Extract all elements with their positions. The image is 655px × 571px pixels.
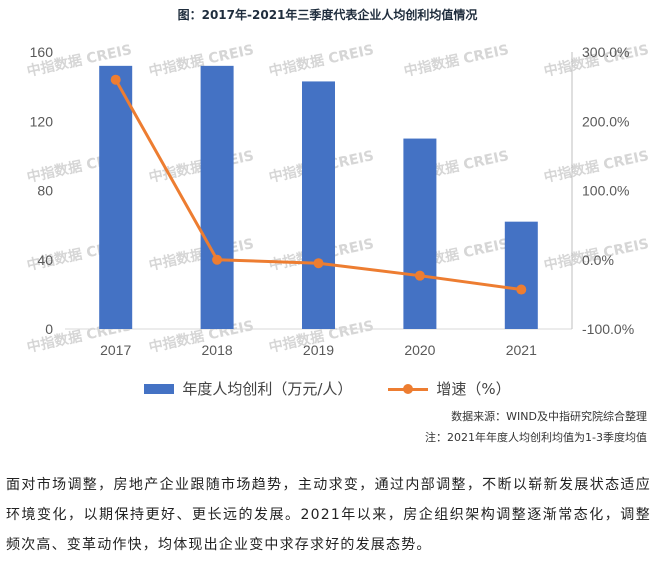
growth-point bbox=[516, 284, 527, 295]
chart-legend: 年度人均创利（万元/人） 增速（%） bbox=[0, 378, 655, 399]
watermark-text: 中指数据 CREIS bbox=[267, 41, 375, 80]
watermark-text: 中指数据 CREIS bbox=[542, 147, 650, 186]
left-axis-tick-label: 80 bbox=[37, 183, 53, 199]
legend-item-line: 增速（%） bbox=[388, 378, 511, 399]
right-axis-tick-label: 0.0% bbox=[582, 252, 614, 268]
body-paragraph: 面对市场调整，房地产企业跟随市场趋势，主动求变，通过内部调整，不断以崭新发展状态… bbox=[6, 477, 651, 553]
legend-label-line: 增速（%） bbox=[436, 380, 511, 398]
left-axis-tick-label: 120 bbox=[30, 113, 54, 129]
bar bbox=[403, 138, 437, 329]
footnote: 注：2021年年度人均创利均值为1-3季度均值 bbox=[425, 431, 647, 444]
legend-swatch-bar bbox=[144, 383, 175, 394]
x-axis-tick-label: 2021 bbox=[506, 342, 537, 358]
left-axis-tick-label: 40 bbox=[37, 252, 53, 268]
right-axis-tick-label: 300.0% bbox=[582, 44, 629, 60]
legend-swatch-line bbox=[388, 383, 429, 394]
x-axis-tick-label: 2018 bbox=[202, 342, 233, 358]
growth-point bbox=[212, 254, 223, 265]
chart-svg: 中指数据 CREIS 中指数据 CREIS 中指数据 CREIS 中指数据 CREIS… bbox=[25, 41, 650, 358]
x-axis-tick-label: 2020 bbox=[404, 342, 435, 358]
bar bbox=[504, 221, 538, 329]
left-axis-tick-label: 160 bbox=[30, 44, 54, 60]
bar bbox=[200, 65, 234, 329]
right-axis-tick-label: 200.0% bbox=[582, 113, 629, 129]
x-axis-tick-label: 2019 bbox=[303, 342, 334, 358]
source-note: 数据来源：WIND及中指研究院综合整理 bbox=[451, 410, 647, 423]
legend-item-bar: 年度人均创利（万元/人） bbox=[144, 378, 352, 399]
bar bbox=[99, 65, 133, 329]
x-axis-tick-label: 2017 bbox=[100, 342, 131, 358]
bar bbox=[302, 81, 335, 330]
growth-point bbox=[414, 270, 425, 281]
left-axis-tick-label: 0 bbox=[45, 321, 53, 337]
right-axis-tick-label: -100.0% bbox=[582, 321, 634, 337]
legend-label-bar: 年度人均创利（万元/人） bbox=[182, 380, 353, 398]
right-axis-tick-label: 100.0% bbox=[582, 183, 629, 199]
growth-point bbox=[110, 74, 121, 85]
chart-title: 图：2017年-2021年三季度代表企业人均创利均值情况 bbox=[177, 8, 478, 22]
growth-point bbox=[313, 258, 324, 269]
watermark-text: 中指数据 CREIS bbox=[402, 41, 510, 80]
